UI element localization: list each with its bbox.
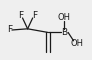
Text: F: F [7, 26, 12, 34]
Text: F: F [18, 11, 23, 20]
Text: B: B [61, 28, 67, 37]
Text: OH: OH [58, 14, 71, 22]
Text: F: F [32, 11, 38, 20]
Text: OH: OH [71, 39, 84, 48]
